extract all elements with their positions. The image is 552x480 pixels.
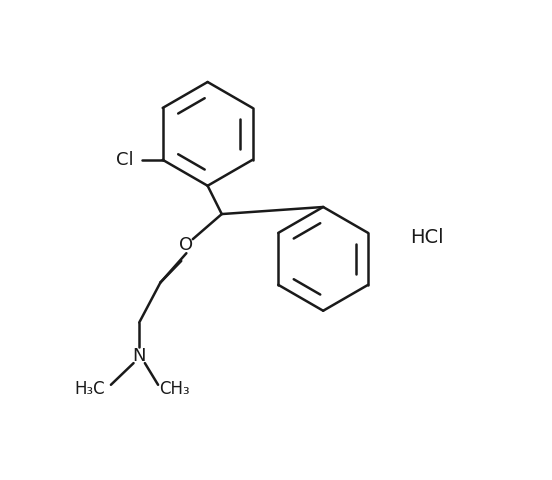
Text: H₃C: H₃C <box>75 380 105 397</box>
Text: O: O <box>179 236 193 254</box>
Text: HCl: HCl <box>410 228 444 247</box>
Text: Cl: Cl <box>116 151 134 169</box>
Text: CH₃: CH₃ <box>160 380 190 397</box>
Text: N: N <box>132 347 146 364</box>
